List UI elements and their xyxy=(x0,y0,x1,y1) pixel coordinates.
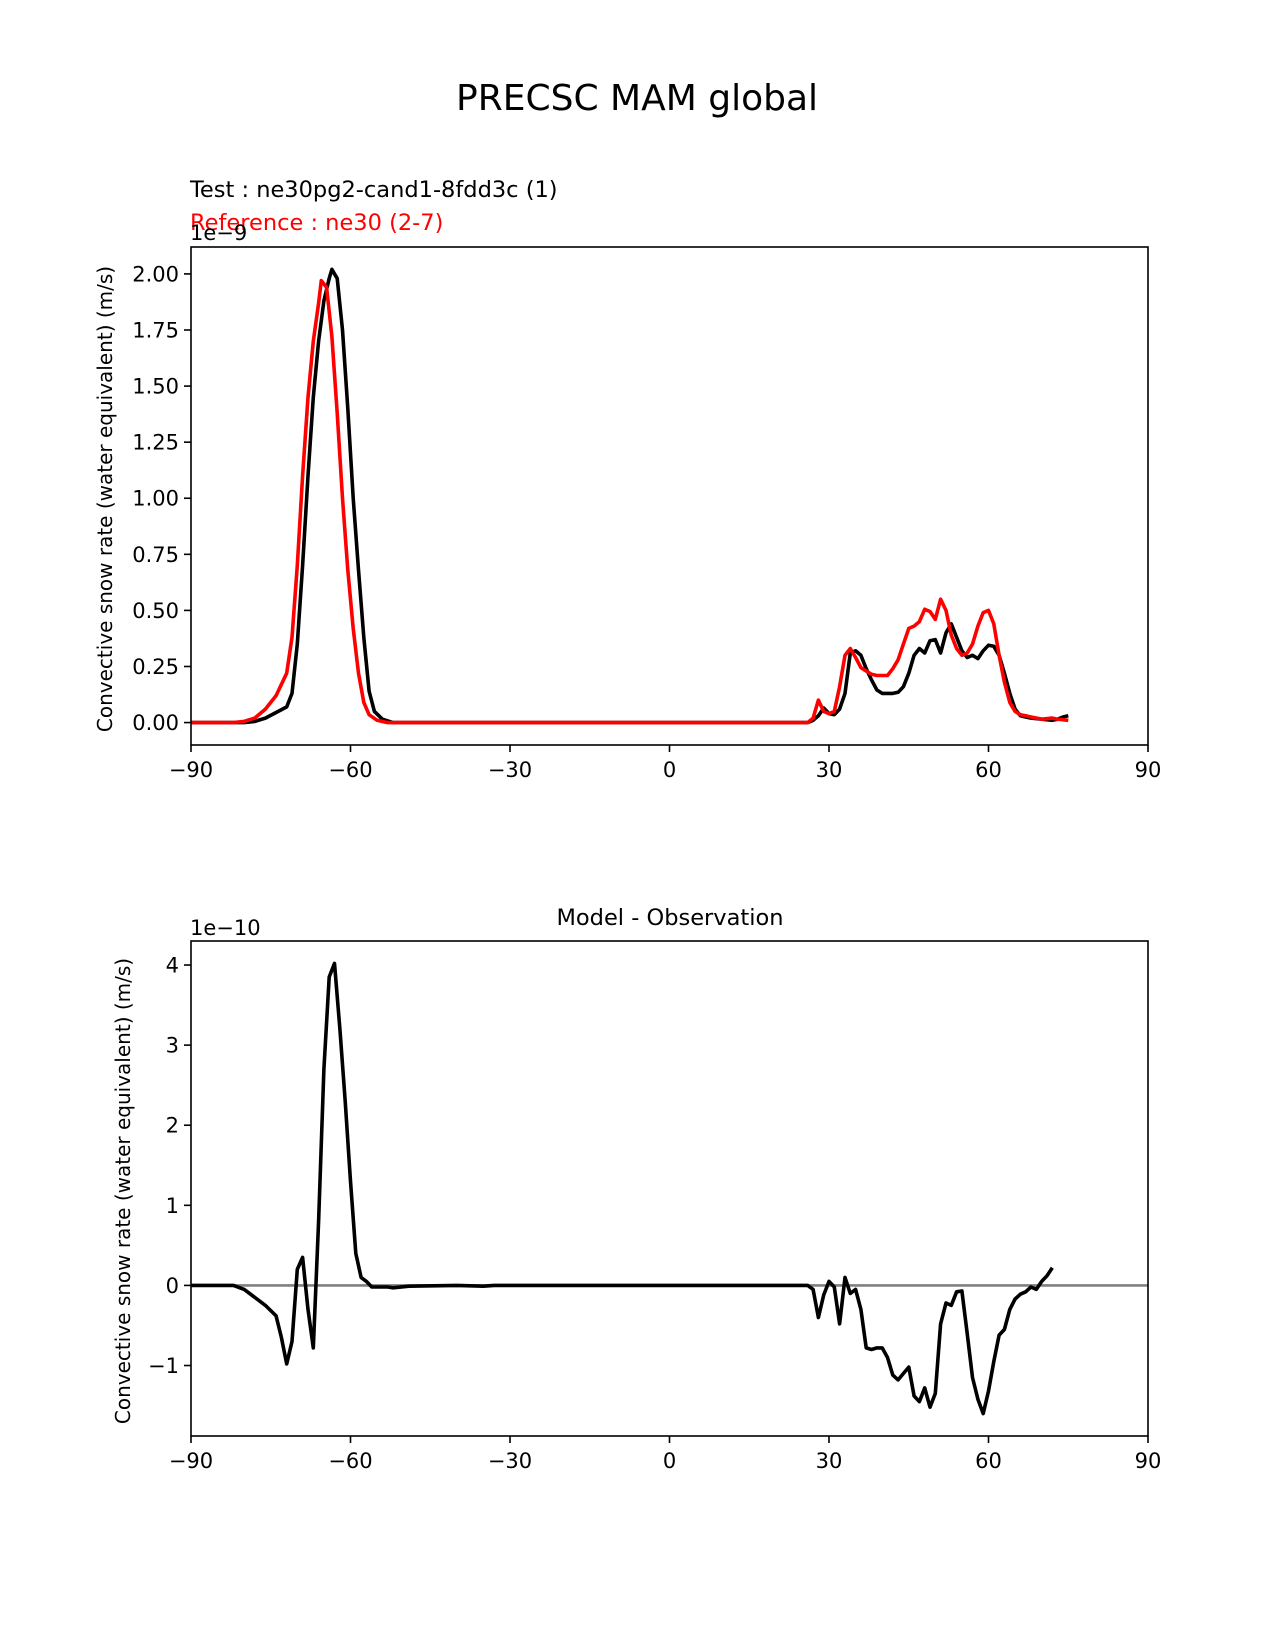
top-chart-series-test xyxy=(191,267,1069,725)
reference-label: Reference : ne30 (2-7) xyxy=(190,210,443,236)
top-chart-x-tick-label: 30 xyxy=(816,758,843,782)
bottom-chart-x-tick-label: −30 xyxy=(488,1449,532,1473)
bottom-chart-series-difference xyxy=(191,961,1054,1416)
top-chart-plot: −90 −60 −30 0 30 60 90 0.00 0.25 0.50 0.75 1.00 1.25… xyxy=(132,246,1162,782)
top-chart-x-tick-label: −30 xyxy=(488,758,532,782)
top-chart-y-axis-label: Convective snow rate (water equivalent) … xyxy=(93,266,117,732)
bottom-chart-offset-text: 1e−10 xyxy=(190,916,261,940)
top-chart-x-tick-label: −60 xyxy=(328,758,372,782)
top-chart-x-tick-label: 90 xyxy=(1135,758,1162,782)
bottom-chart-y-tick-label: 1 xyxy=(166,1194,179,1218)
bottom-chart-y-tick-label: 2 xyxy=(166,1114,179,1138)
bottom-chart-x-tick-label: 0 xyxy=(663,1449,676,1473)
top-chart-y-tick-label: 0.00 xyxy=(132,711,179,735)
top-chart-series-reference xyxy=(191,278,1069,725)
top-chart-x-tick-label: −90 xyxy=(169,758,213,782)
bottom-chart-title: Model - Observation xyxy=(557,905,784,931)
bottom-chart-x-tick-label: 30 xyxy=(816,1449,843,1473)
top-chart-x-tick-label: 0 xyxy=(663,758,676,782)
figure-suptitle: PRECSC MAM global xyxy=(456,78,818,119)
top-chart-y-tick-label: 1.50 xyxy=(132,375,179,399)
bottom-chart-frame xyxy=(190,940,1149,1437)
bottom-chart-x-tick-label: 90 xyxy=(1135,1449,1162,1473)
top-chart-offset-text: 1e−9 xyxy=(190,221,247,245)
top-chart-x-tick-label: 60 xyxy=(975,758,1002,782)
bottom-chart-plot: −90 −60 −30 0 30 60 90 −1 0 1 2 3 4 xyxy=(148,940,1162,1473)
top-chart-y-tick-label: 0.25 xyxy=(132,655,179,679)
bottom-chart-y-tick-label: 0 xyxy=(166,1274,179,1298)
bottom-chart-y-tick-label: 4 xyxy=(166,954,179,978)
top-chart-y-tick-label: 2.00 xyxy=(132,262,179,286)
top-chart-y-tick-label: 1.00 xyxy=(132,487,179,511)
top-chart-y-tick-label: 1.25 xyxy=(132,431,179,455)
bottom-chart-y-tick-label: 3 xyxy=(166,1034,179,1058)
top-chart-y-tick-label: 0.75 xyxy=(132,543,179,567)
bottom-chart-x-tick-label: 60 xyxy=(975,1449,1002,1473)
top-chart: 1e−9 Convective snow rate (water equival… xyxy=(93,221,1161,782)
bottom-chart-x-tick-label: −60 xyxy=(328,1449,372,1473)
bottom-chart-y-tick-label: −1 xyxy=(148,1354,179,1378)
bottom-chart: Model - Observation 1e−10 Convective sno… xyxy=(111,905,1161,1473)
test-label: Test : ne30pg2-cand1-8fdd3c (1) xyxy=(189,177,558,203)
bottom-chart-y-axis-label: Convective snow rate (water equivalent) … xyxy=(111,958,135,1424)
top-chart-y-tick-label: 1.75 xyxy=(132,319,179,343)
top-chart-y-tick-label: 0.50 xyxy=(132,599,179,623)
bottom-chart-x-tick-label: −90 xyxy=(169,1449,213,1473)
